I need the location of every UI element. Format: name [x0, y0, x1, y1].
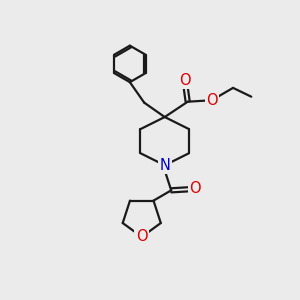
Text: O: O — [179, 73, 190, 88]
Text: O: O — [206, 93, 218, 108]
Text: O: O — [190, 182, 201, 196]
Text: O: O — [136, 230, 148, 244]
Text: N: N — [159, 158, 170, 173]
